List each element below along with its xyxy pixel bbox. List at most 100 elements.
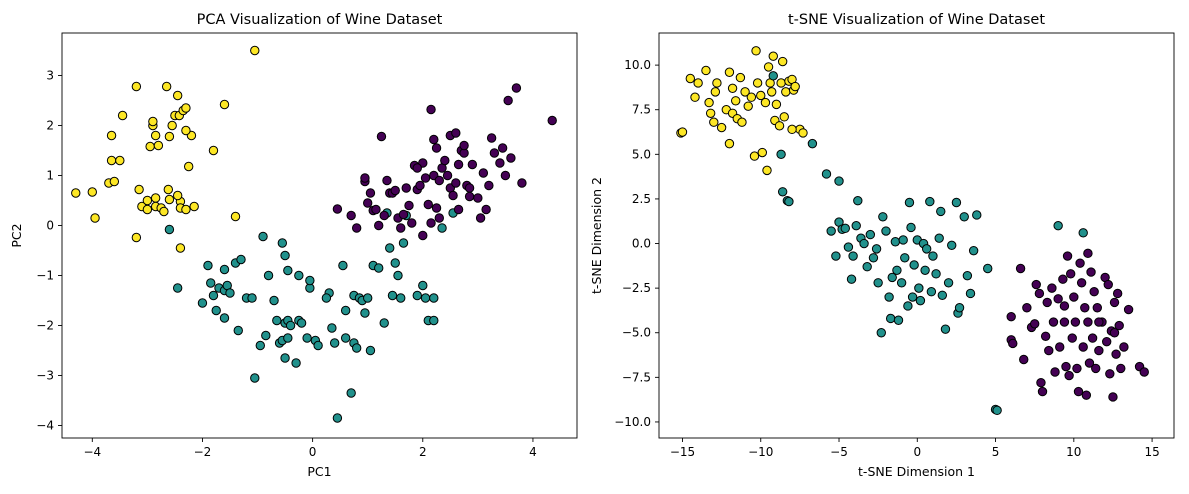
tsne-point-s2-38 [1086,267,1096,277]
pca-ytick-label-0: −4 [36,419,54,433]
pca-point-s2-42 [451,178,461,188]
tsne-point-s2-22 [1061,361,1071,372]
tsne-point-s1-28 [884,292,894,302]
pca-point-s1-47 [338,260,348,271]
pca-point-s1-71 [429,293,439,303]
tsne-point-s2-15 [1047,283,1057,293]
pca-point-s2-28 [426,218,436,228]
tsne-xtick-label-3: 0 [913,445,921,459]
pca-point-s1-73 [437,223,447,233]
pca-point-s2-14 [390,185,400,196]
pca-point-s2-41 [451,128,461,138]
pca-point-s1-62 [387,290,398,301]
tsne-point-s0-34 [768,51,778,61]
tsne-chart: −15 −10 −5 0 5 10 15 −10.0 −7.5 −5.0 −2.5 0.0 2.5 5.0… [589,12,1175,479]
pca-point-s1-60 [379,318,389,328]
tsne-point-s0-3 [690,92,700,102]
tsne-point-s0-36 [771,99,782,110]
tsne-point-s2-34 [1080,303,1090,313]
tsne-point-s2-52 [1111,349,1121,359]
tsne-xtick-label-4: 5 [992,445,1000,459]
pca-point-s1-6 [211,305,221,316]
tsne-point-s1-30 [887,272,897,283]
tsne-ytick-label-3: −2.5 [622,281,651,295]
pca-x-axis-label: PC1 [307,464,331,479]
pca-point-s2-11 [379,210,389,221]
tsne-point-s2-23 [1062,251,1073,261]
pca-point-s0-21 [153,140,164,151]
pca-point-s0-7 [115,155,125,166]
pca-point-s1-34 [283,265,293,276]
tsne-point-s1-55 [940,324,951,334]
tsne-point-s2-46 [1101,336,1112,347]
pca-point-s1-32 [285,320,296,331]
pca-point-s1-19 [255,340,265,351]
tsne-point-s0-27 [756,90,766,101]
tsne-point-s1-39 [906,222,916,233]
tsne-point-s0-30 [762,165,772,176]
pca-point-s2-53 [478,168,489,178]
tsne-point-s1-7 [807,138,818,149]
pca-point-s0-36 [181,204,191,215]
tsne-point-s2-53 [1112,288,1123,299]
pca-point-s2-68 [481,204,491,215]
tsne-point-s1-26 [878,212,888,222]
tsne-point-s1-44 [915,295,926,306]
tsne-point-s2-3 [1019,354,1029,365]
pca-point-s2-34 [434,213,444,223]
tsne-point-s1-9 [831,251,841,261]
pca-point-s2-64 [547,115,557,126]
tsne-point-s2-55 [1116,363,1126,374]
pca-point-s1-67 [412,290,422,301]
tsne-point-s1-53 [936,206,946,217]
pca-point-s1-52 [351,343,362,353]
pca-point-s1-1 [172,283,183,293]
tsne-point-s0-17 [731,96,741,106]
pca-point-s0-38 [183,161,194,172]
tsne-point-s2-18 [1053,294,1063,304]
pca-point-s1-55 [360,308,370,318]
pca-point-s2-37 [442,170,453,181]
tsne-point-s1-27 [881,226,891,236]
pca-point-s0-1 [87,187,97,197]
pca-point-s0-23 [159,206,169,217]
pca-point-s2-10 [376,131,387,142]
tsne-point-s2-56 [1119,342,1129,352]
tsne-point-s2-2 [1008,338,1018,349]
pca-point-s0-19 [150,193,161,203]
tsne-point-s1-6 [834,176,844,186]
tsne-point-s2-36 [1083,317,1093,327]
tsne-point-s2-30 [1073,386,1084,397]
tsne-point-s0-7 [705,108,716,118]
pca-ytick-label-6: 2 [46,119,54,133]
tsne-point-s1-32 [892,265,902,275]
pca-ytick-label-5: 1 [46,169,54,183]
tsne-x-axis-label: t-SNE Dimension 1 [858,464,975,479]
pca-point-s0-34 [175,243,186,253]
tsne-point-s0-14 [724,138,735,149]
pca-point-s2-46 [459,140,469,151]
pca-point-s1-48 [340,333,351,343]
pca-point-s2-63 [517,178,527,188]
pca-point-s2-0 [332,204,343,214]
pca-point-s0-14 [142,195,153,206]
tsne-point-s1-23 [871,244,882,254]
tsne-ytick-label-8: 10.0 [624,58,651,72]
pca-point-s1-77 [340,305,351,316]
tsne-point-s0-41 [781,87,791,97]
tsne-point-s2-32 [1076,278,1087,288]
pca-point-s0-24 [161,81,172,92]
pca-point-s2-9 [374,220,384,231]
pca-xtick-label-2: 0 [309,445,317,459]
tsne-point-s2-21 [1059,317,1070,327]
tsne-point-s2-43 [1094,345,1104,356]
pca-ytick-label-3: −1 [36,269,54,283]
pca-point-s2-62 [511,83,522,93]
pca-point-s2-69 [382,175,392,186]
tsne-point-s0-10 [712,78,722,88]
pca-point-s2-33 [431,143,442,153]
tsne-point-s2-16 [1048,317,1059,327]
pca-point-s2-49 [464,191,475,202]
tsne-point-s0-21 [740,87,750,97]
tsne-point-s0-1 [677,127,688,137]
